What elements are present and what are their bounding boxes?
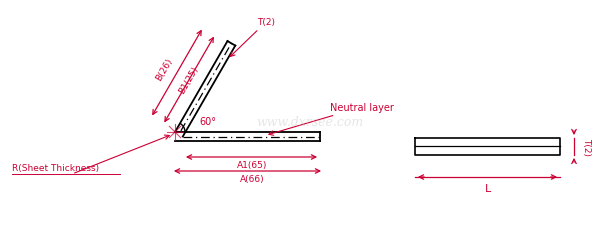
Text: www.dxrsee.com: www.dxrsee.com — [256, 116, 364, 129]
Text: A1(65): A1(65) — [238, 160, 268, 169]
Text: 60°: 60° — [199, 116, 216, 126]
Text: L: L — [484, 183, 491, 193]
Text: B1(25): B1(25) — [178, 65, 200, 96]
Text: T(2): T(2) — [230, 18, 275, 57]
Text: Neutral layer: Neutral layer — [269, 102, 394, 136]
Text: T(2): T(2) — [582, 138, 591, 156]
Text: R(Sheet Thickness): R(Sheet Thickness) — [12, 163, 99, 172]
Text: A(66): A(66) — [240, 174, 265, 183]
Text: B(26): B(26) — [154, 56, 174, 82]
